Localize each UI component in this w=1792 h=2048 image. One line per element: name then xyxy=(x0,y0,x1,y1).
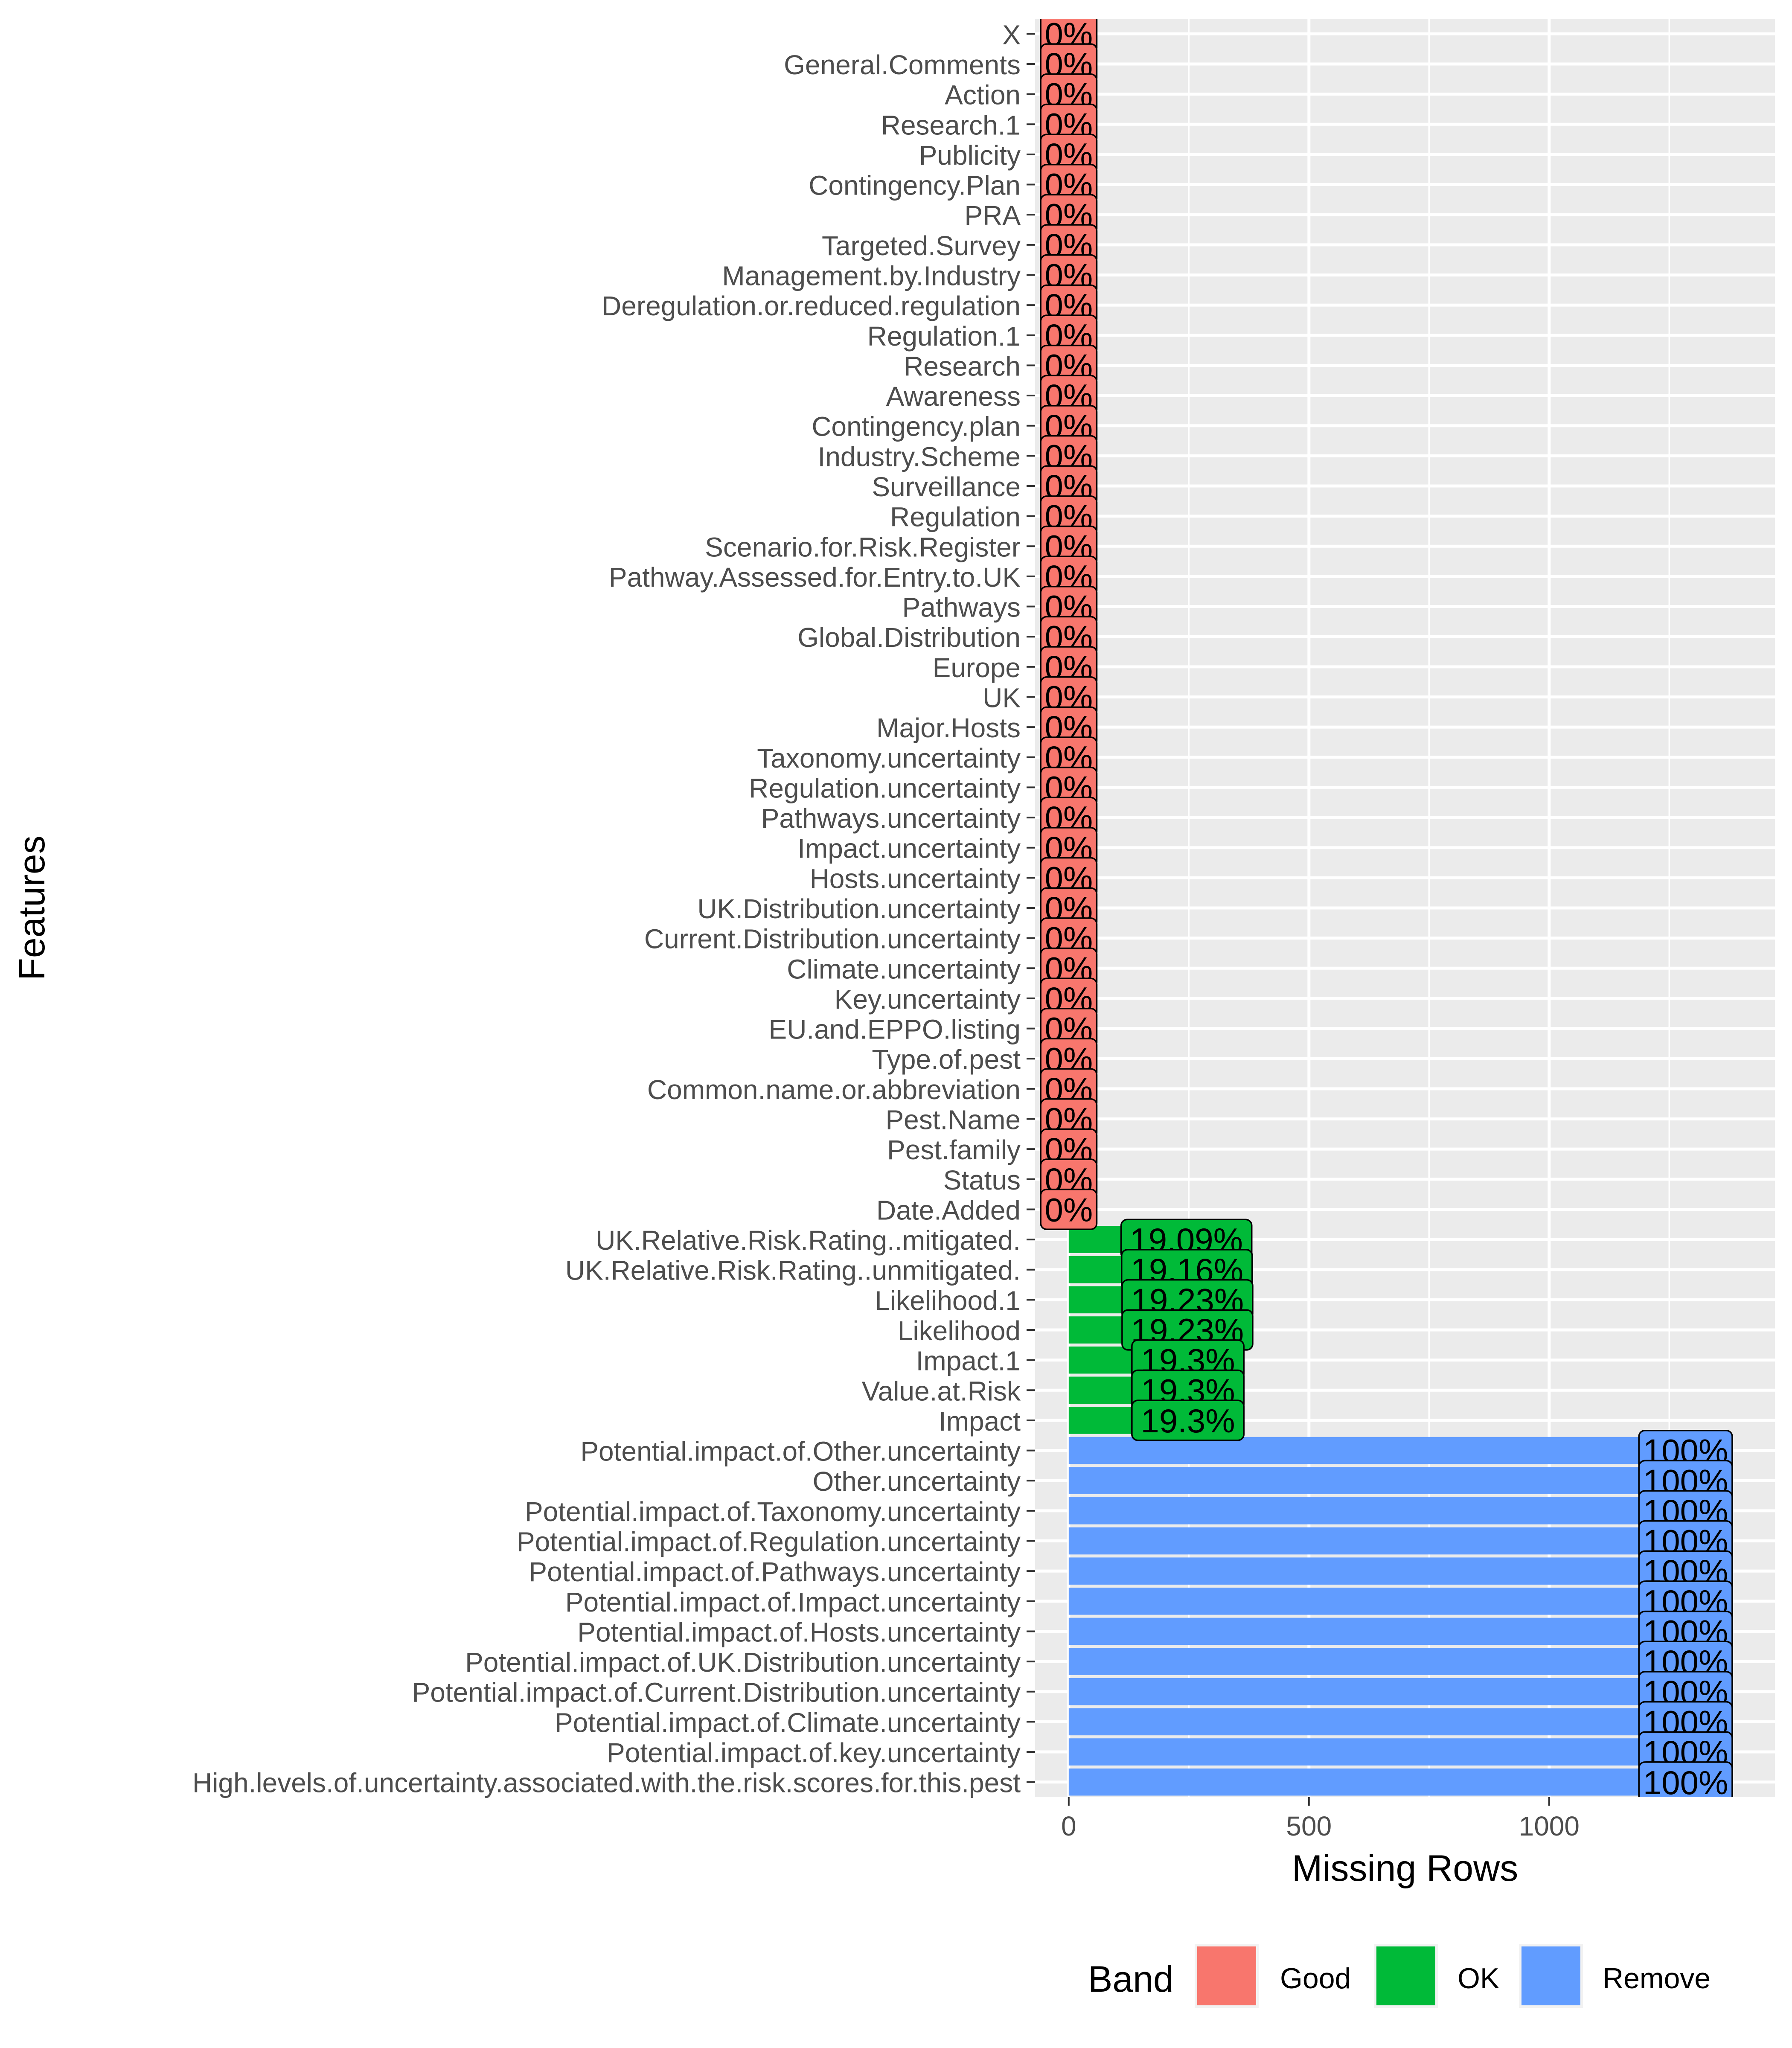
legend-swatch-ok xyxy=(1376,1946,1435,2005)
y-tick-label: Climate.uncertainty xyxy=(787,954,1021,984)
y-tick-label: Impact.1 xyxy=(916,1346,1021,1376)
bar-remove xyxy=(1068,1467,1686,1495)
legend-label-ok: OK xyxy=(1457,1962,1499,1995)
y-tick-label: Pest.family xyxy=(887,1135,1021,1165)
data-label: 100% xyxy=(1643,1764,1728,1801)
bar-remove xyxy=(1068,1648,1686,1675)
y-tick-label: Date.Added xyxy=(876,1195,1021,1225)
data-label-box xyxy=(1040,1188,1098,1230)
y-tick-label: General.Comments xyxy=(784,49,1021,80)
y-tick-label: Value.at.Risk xyxy=(862,1376,1021,1406)
y-tick-label: Potential.impact.of.Taxonomy.uncertainty xyxy=(525,1496,1021,1527)
y-tick-label: High.levels.of.uncertainty.associated.wi… xyxy=(192,1768,1021,1798)
y-tick-label: UK xyxy=(983,682,1021,713)
y-tick-label: X xyxy=(1002,19,1021,50)
y-tick-label: Pathways xyxy=(902,592,1021,623)
y-axis-title: Features xyxy=(12,835,52,980)
bar-remove xyxy=(1068,1617,1686,1645)
y-tick-label: Potential.impact.of.Pathways.uncertainty xyxy=(529,1556,1021,1587)
y-tick-label: Potential.impact.of.key.uncertainty xyxy=(607,1737,1021,1768)
y-tick-label: Industry.Scheme xyxy=(818,441,1021,472)
bar-remove xyxy=(1068,1527,1686,1555)
y-tick-label: Surveillance xyxy=(872,471,1021,502)
legend-title: Band xyxy=(1088,1959,1174,2000)
y-tick-label: Europe xyxy=(933,652,1021,683)
y-tick-label: Contingency.Plan xyxy=(809,170,1021,201)
y-tick-label: Targeted.Survey xyxy=(822,230,1021,261)
y-tick-label: Pathways.uncertainty xyxy=(761,803,1021,834)
y-tick-label: Type.of.pest xyxy=(872,1044,1021,1075)
y-tick-label: Impact xyxy=(939,1406,1021,1437)
y-tick-label: Potential.impact.of.Climate.uncertainty xyxy=(555,1707,1021,1738)
legend: Band Good OK Remove xyxy=(1088,1944,1711,2008)
y-tick-label: Current.Distribution.uncertainty xyxy=(644,924,1021,954)
y-tick-label: Scenario.for.Risk.Register xyxy=(705,532,1021,562)
data-label: 19.3% xyxy=(1140,1402,1235,1440)
x-tick-label: 1000 xyxy=(1519,1811,1580,1841)
bar-remove xyxy=(1068,1708,1686,1736)
bar-remove xyxy=(1068,1557,1686,1585)
y-tick-label: Pathway.Assessed.for.Entry.to.UK xyxy=(609,562,1021,593)
y-tick-label: Contingency.plan xyxy=(812,411,1021,442)
y-tick-label: Potential.impact.of.UK.Distribution.unce… xyxy=(465,1647,1021,1678)
y-tick-label: Potential.impact.of.Other.uncertainty xyxy=(580,1436,1021,1467)
y-tick-label: Taxonomy.uncertainty xyxy=(757,743,1021,774)
y-tick-label: Awareness xyxy=(886,381,1021,412)
y-tick-label: Potential.impact.of.Regulation.uncertain… xyxy=(517,1527,1021,1557)
data-label-box xyxy=(1638,1761,1733,1797)
y-tick-label: Pest.Name xyxy=(885,1105,1021,1135)
y-tick-label: UK.Distribution.uncertainty xyxy=(697,893,1021,924)
data-labels: 0%0%0%0%0%0%0%0%0%0%0%0%0%0%0%0%0%0%0%0%… xyxy=(1040,19,1733,1801)
legend-label-good: Good xyxy=(1280,1962,1351,1995)
y-tick-label: Regulation xyxy=(890,502,1021,532)
y-tick-label: Potential.impact.of.Impact.uncertainty xyxy=(565,1587,1021,1617)
data-label: 0% xyxy=(1044,1191,1093,1229)
y-tick-label: Publicity xyxy=(919,140,1021,171)
y-tick-label: Deregulation.or.reduced.regulation xyxy=(602,291,1021,321)
y-axis-tick-labels: XGeneral.CommentsActionResearch.1Publici… xyxy=(192,19,1035,1798)
y-tick-label: Hosts.uncertainty xyxy=(810,863,1021,894)
y-tick-label: Regulation.uncertainty xyxy=(749,773,1021,803)
x-axis: 0 500 1000 xyxy=(1061,1797,1580,1841)
y-tick-label: Management.by.Industry xyxy=(722,260,1021,291)
x-tick-label: 500 xyxy=(1286,1811,1332,1841)
y-tick-label: PRA xyxy=(964,200,1021,231)
y-tick-label: Action xyxy=(945,80,1021,111)
data-labels-layer: 0%0%0%0%0%0%0%0%0%0%0%0%0%0%0%0%0%0%0%0%… xyxy=(1040,19,1733,1801)
x-axis-title: Missing Rows xyxy=(1292,1848,1518,1889)
y-tick-label: Potential.impact.of.Hosts.uncertainty xyxy=(577,1617,1021,1647)
y-tick-label: UK.Relative.Risk.Rating..mitigated. xyxy=(596,1225,1021,1256)
legend-swatch-good xyxy=(1197,1946,1256,2005)
y-tick-label: Research xyxy=(904,351,1021,381)
y-tick-label: UK.Relative.Risk.Rating..unmitigated. xyxy=(565,1255,1021,1286)
bar-remove xyxy=(1068,1497,1686,1524)
y-tick-label: Potential.impact.of.Current.Distribution… xyxy=(412,1677,1021,1708)
y-tick-label: Impact.uncertainty xyxy=(797,833,1021,864)
y-tick-label: Status xyxy=(943,1165,1021,1196)
y-tick-label: EU.and.EPPO.listing xyxy=(769,1014,1021,1045)
y-tick-label: Likelihood.1 xyxy=(875,1285,1021,1316)
y-tick-label: Major.Hosts xyxy=(876,713,1021,743)
bar-remove xyxy=(1068,1768,1686,1796)
bars-layer xyxy=(1068,1226,1686,1796)
data-label-box xyxy=(1131,1399,1245,1441)
bar-remove xyxy=(1068,1678,1686,1705)
y-tick-label: Research.1 xyxy=(881,110,1021,140)
x-tick-label: 0 xyxy=(1061,1811,1076,1841)
y-tick-label: Key.uncertainty xyxy=(835,984,1021,1015)
y-tick-label: Other.uncertainty xyxy=(813,1466,1021,1497)
bar-remove xyxy=(1068,1588,1686,1615)
y-tick-label: Likelihood xyxy=(898,1315,1021,1346)
y-tick-label: Common.name.or.abbreviation xyxy=(647,1074,1021,1105)
bar-remove xyxy=(1068,1437,1686,1464)
y-tick-label: Global.Distribution xyxy=(797,622,1021,653)
bar-remove xyxy=(1068,1738,1686,1766)
y-tick-label: Regulation.1 xyxy=(867,321,1021,352)
legend-label-remove: Remove xyxy=(1603,1962,1711,1995)
legend-swatch-remove xyxy=(1521,1946,1580,2005)
